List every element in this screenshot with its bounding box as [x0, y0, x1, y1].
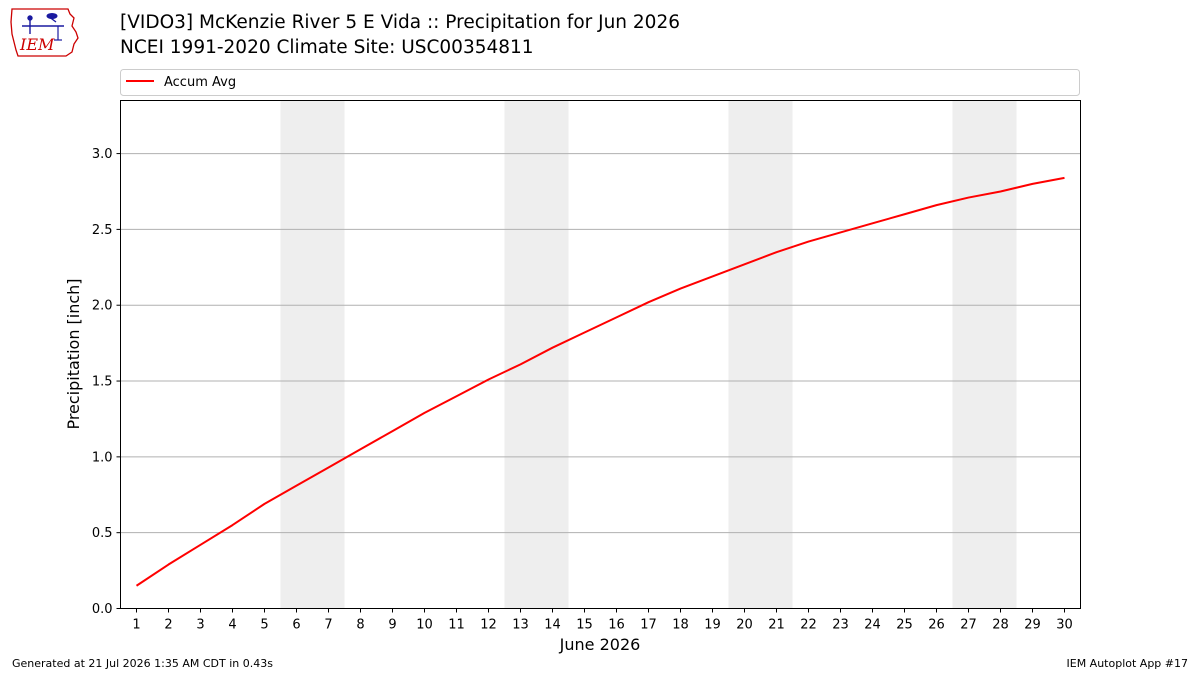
x-tick-label-25: 25: [896, 618, 913, 633]
legend-box: [120, 69, 1080, 96]
weather-station-icon: [22, 13, 64, 41]
x-tick-label-10: 10: [416, 618, 433, 633]
autoplot-app-label: IEM Autoplot App #17: [1066, 657, 1189, 670]
x-tick-label-6: 6: [292, 618, 300, 633]
x-tick-label-21: 21: [768, 618, 785, 633]
plot-frame: [120, 100, 1081, 609]
y-tick-label-1: 0.5: [92, 526, 113, 541]
x-tick-label-2: 2: [164, 618, 172, 633]
x-tick-label-24: 24: [864, 618, 881, 633]
x-tick-label-12: 12: [480, 618, 497, 633]
y-tick-label-6: 3.0: [92, 147, 113, 162]
y-axis: 0.0 0.5 1.0 1.5 2.0 2.5 3.0: [92, 147, 121, 617]
x-tick-label-18: 18: [672, 618, 689, 633]
x-tick-label-29: 29: [1024, 618, 1041, 633]
x-axis: 1 2 3 4 5 6 7 8 9 10 11 12 13 14 15 16 17 18 19 20 21 22 23 24 2…: [132, 608, 1073, 633]
x-tick-label-4: 4: [228, 618, 236, 633]
x-tick-label-3: 3: [196, 618, 204, 633]
x-tick-label-28: 28: [992, 618, 1009, 633]
chart-title: [VIDO3] McKenzie River 5 E Vida :: Preci…: [120, 12, 680, 33]
series-line-accum-avg: [135, 176, 1065, 587]
weekend-bands: [280, 100, 1017, 609]
legend: Accum Avg: [120, 69, 1080, 96]
y-tick-label-3: 1.5: [92, 375, 113, 390]
logo-text: IEM: [19, 35, 55, 54]
series-group: [135, 176, 1065, 587]
weekend-band-2: [504, 100, 569, 609]
x-tick-label-27: 27: [960, 618, 977, 633]
x-tick-label-15: 15: [576, 618, 593, 633]
x-tick-label-14: 14: [544, 618, 561, 633]
y-tick-label-2: 1.0: [92, 450, 113, 465]
gridlines: [120, 153, 1081, 534]
x-tick-label-7: 7: [324, 618, 332, 633]
chart-subtitle: NCEI 1991-2020 Climate Site: USC00354811: [120, 37, 534, 58]
legend-entry-accum-avg: Accum Avg: [164, 75, 236, 90]
x-tick-label-13: 13: [512, 618, 529, 633]
x-tick-label-23: 23: [832, 618, 849, 633]
x-tick-label-20: 20: [736, 618, 753, 633]
x-tick-label-5: 5: [260, 618, 268, 633]
x-tick-label-26: 26: [928, 618, 945, 633]
x-tick-label-8: 8: [356, 618, 364, 633]
x-axis-label: June 2026: [559, 635, 641, 654]
x-tick-label-11: 11: [448, 618, 465, 633]
y-axis-label: Precipitation [inch]: [64, 278, 83, 429]
x-tick-label-17: 17: [640, 618, 657, 633]
x-tick-label-9: 9: [388, 618, 396, 633]
iem-logo: IEM: [10, 8, 79, 57]
y-tick-label-0: 0.0: [92, 602, 113, 617]
weekend-band-1: [280, 100, 345, 609]
x-tick-label-22: 22: [800, 618, 817, 633]
x-tick-label-19: 19: [704, 618, 721, 633]
x-tick-label-1: 1: [132, 618, 140, 633]
weekend-band-3: [728, 100, 793, 609]
x-tick-label-16: 16: [608, 618, 625, 633]
x-tick-label-30: 30: [1056, 618, 1073, 633]
generated-timestamp: Generated at 21 Jul 2026 1:35 AM CDT in …: [12, 657, 273, 670]
y-tick-label-5: 2.5: [92, 223, 113, 238]
y-tick-label-4: 2.0: [92, 299, 113, 314]
weekend-band-4: [952, 100, 1017, 609]
